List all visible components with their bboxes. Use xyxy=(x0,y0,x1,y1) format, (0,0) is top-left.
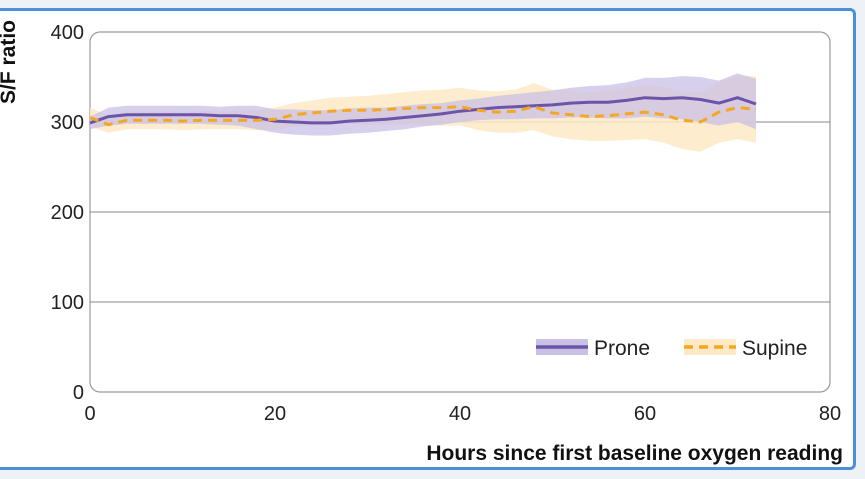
x-axis-label: Hours since first baseline oxygen readin… xyxy=(426,442,843,465)
y-axis-label: S/F ratio xyxy=(0,20,20,104)
y-tick-label: 300 xyxy=(51,112,84,134)
page-bottom-bar xyxy=(0,470,865,479)
y-tick-label: 100 xyxy=(51,292,84,314)
legend-supine-band xyxy=(684,339,736,355)
legend-prone-label: Prone xyxy=(594,337,650,360)
x-tick-label: 20 xyxy=(264,403,286,425)
series-lines xyxy=(89,96,757,127)
x-tick-label: 40 xyxy=(449,403,471,425)
x-axis-ticks: 0 20 40 60 80 xyxy=(84,403,841,425)
y-tick-label: 0 xyxy=(73,382,84,404)
legend-supine-label: Supine xyxy=(742,337,807,360)
line-supine xyxy=(89,105,757,127)
legend: Prone Supine xyxy=(536,337,807,360)
y-axis-ticks: 0 100 200 300 400 xyxy=(51,22,84,404)
x-tick-label: 0 xyxy=(84,403,95,425)
y-tick-label: 200 xyxy=(51,202,84,224)
x-tick-label: 80 xyxy=(819,403,841,425)
x-tick-label: 60 xyxy=(634,403,656,425)
line-prone xyxy=(89,96,757,125)
y-tick-label: 400 xyxy=(51,22,84,44)
